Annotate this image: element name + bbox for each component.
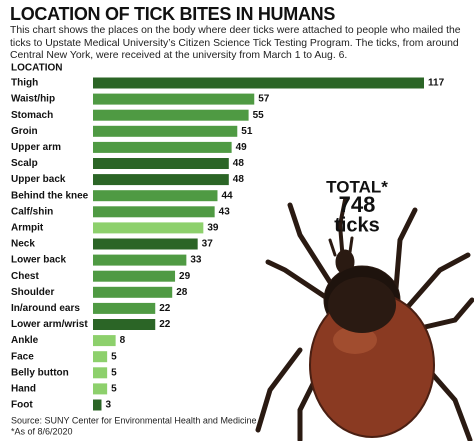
value-label: 39: [207, 223, 219, 234]
category-label: Armpit: [11, 223, 44, 234]
bar: [93, 238, 198, 250]
value-label: 37: [202, 239, 214, 250]
source: Source: SUNY Center for Environmental He…: [11, 415, 256, 425]
total-value: 748: [339, 192, 376, 217]
category-label: Hand: [11, 384, 36, 395]
value-label: 33: [190, 255, 202, 266]
value-label: 8: [120, 335, 126, 346]
bar: [93, 125, 238, 137]
category-label: Shoulder: [11, 287, 54, 298]
value-label: 28: [176, 287, 188, 298]
category-label: Foot: [11, 400, 33, 411]
bar: [93, 93, 255, 105]
category-label: Upper arm: [11, 142, 61, 153]
bar: [93, 77, 424, 89]
value-label: 57: [258, 94, 270, 105]
bar: [93, 174, 229, 186]
value-label: 117: [428, 78, 445, 89]
value-label: 49: [236, 142, 248, 153]
tick-illustration: [255, 198, 474, 441]
value-label: 48: [233, 158, 245, 169]
value-label: 5: [111, 367, 117, 378]
total-label: TOTAL*: [326, 177, 388, 196]
category-header: LOCATION: [11, 63, 62, 74]
chart-subtitle: This chart shows the places on the body …: [10, 25, 461, 61]
category-label: In/around ears: [11, 303, 80, 314]
bar: [93, 367, 108, 379]
value-label: 5: [111, 384, 117, 395]
category-label: Calf/shin: [11, 206, 53, 217]
category-label: Thigh: [11, 78, 38, 89]
bar: [93, 254, 187, 266]
value-label: 48: [233, 174, 245, 185]
category-label: Groin: [11, 126, 38, 137]
value-label: 51: [241, 126, 253, 137]
category-label: Ankle: [11, 335, 39, 346]
bar: [93, 222, 204, 234]
category-label: Scalp: [11, 158, 38, 169]
value-label: 5: [111, 351, 117, 362]
value-label: 55: [253, 110, 265, 121]
category-label: Lower arm/wrist: [11, 319, 88, 330]
bar: [93, 270, 176, 282]
bar: [93, 109, 249, 121]
bar: [93, 319, 156, 330]
category-label: Chest: [11, 271, 39, 282]
bar: [93, 302, 156, 314]
bar: [93, 335, 116, 347]
value-label: 44: [221, 190, 233, 201]
value-label: 29: [179, 271, 191, 282]
value-label: 43: [219, 206, 231, 217]
category-label: Neck: [11, 239, 35, 250]
total-unit: ticks: [334, 214, 380, 236]
category-label: Upper back: [11, 174, 66, 185]
category-label: Waist/hip: [11, 94, 55, 105]
value-label: 22: [159, 303, 171, 314]
category-label: Behind the knee: [11, 190, 89, 201]
bar: [93, 206, 215, 218]
category-label: Lower back: [11, 255, 66, 266]
footnote: *As of 8/6/2020: [11, 426, 73, 436]
category-label: Belly button: [11, 367, 69, 378]
bar: [93, 383, 108, 395]
category-label: Stomach: [11, 110, 53, 121]
bar: [93, 158, 229, 169]
bar: [93, 141, 232, 153]
category-label: Face: [11, 351, 34, 362]
value-label: 22: [159, 319, 171, 330]
bar: [93, 286, 173, 298]
bar: [93, 190, 218, 202]
bar: [93, 399, 102, 411]
chart-title: LOCATION OF TICK BITES IN HUMANS: [10, 4, 336, 24]
bar: [93, 351, 108, 363]
value-label: 3: [105, 400, 111, 411]
